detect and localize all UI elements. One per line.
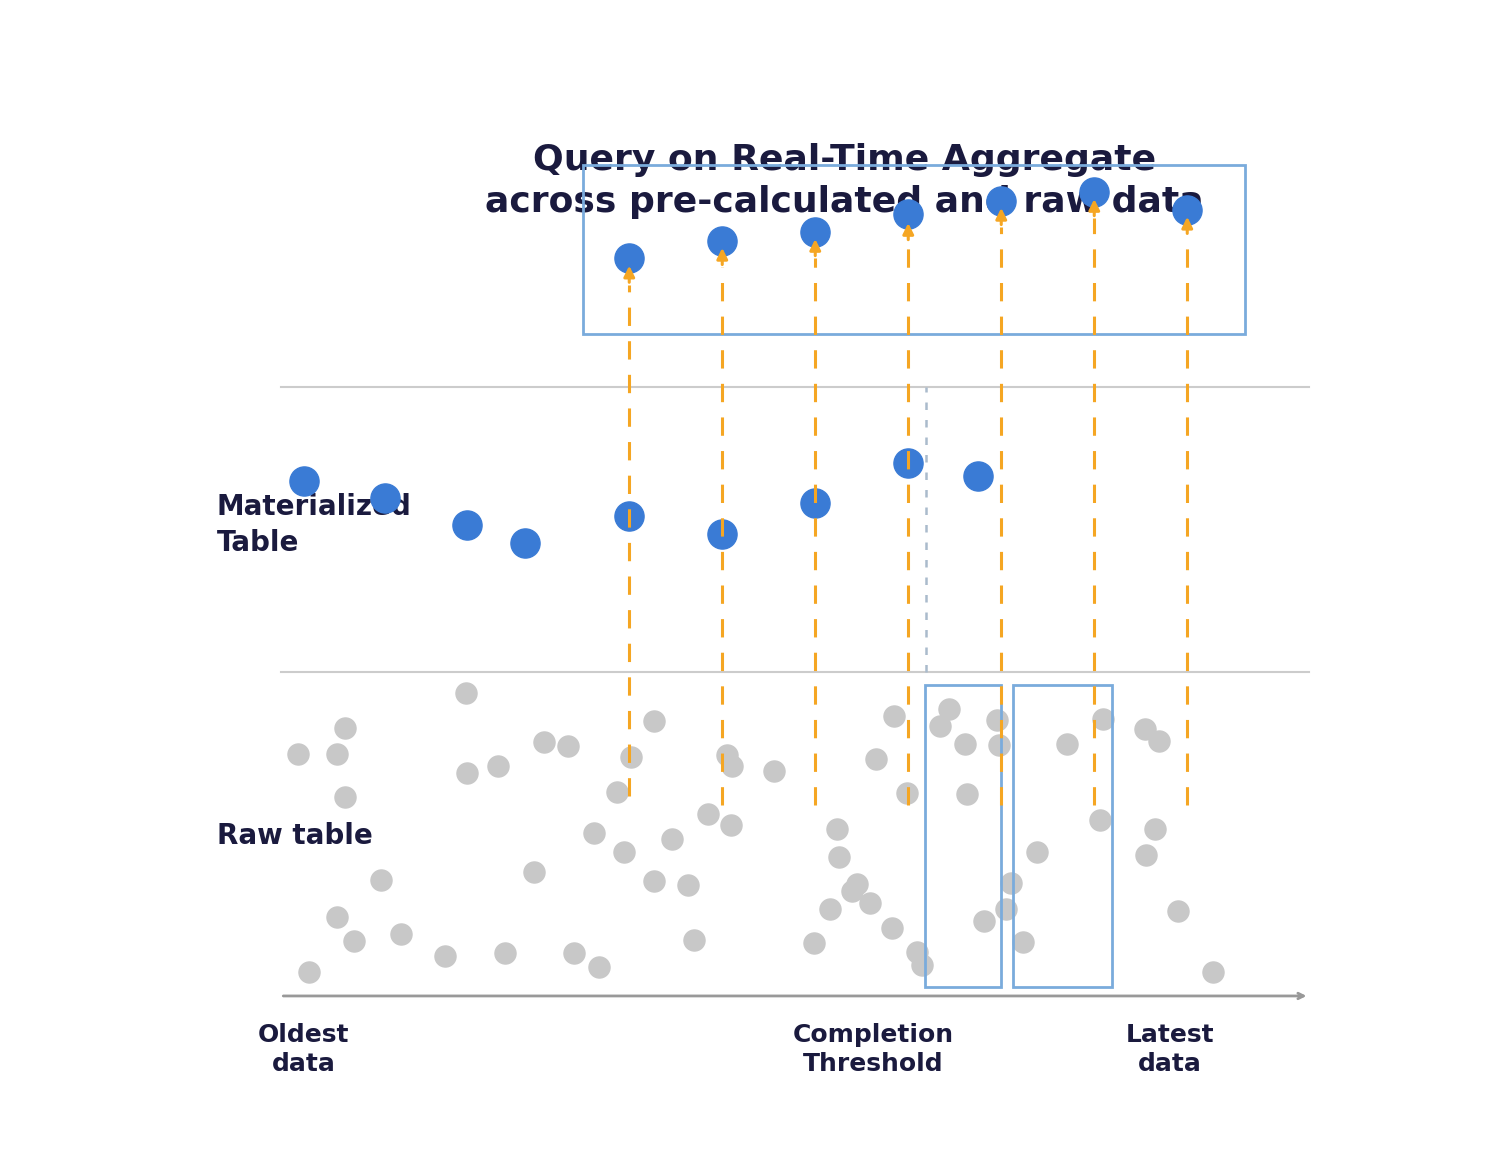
Point xyxy=(454,764,478,782)
Point xyxy=(858,893,882,912)
Text: Completion
Threshold: Completion Threshold xyxy=(794,1022,954,1077)
Point xyxy=(522,862,546,881)
Point xyxy=(904,943,928,961)
Point xyxy=(938,700,962,719)
Point xyxy=(896,454,920,472)
Point xyxy=(720,757,744,775)
Point xyxy=(1024,844,1048,862)
Point xyxy=(1011,934,1035,952)
Point xyxy=(618,249,642,268)
Point xyxy=(994,900,1018,919)
Point xyxy=(1166,901,1190,920)
Text: Query on Real-Time Aggregate
across pre-calculated and raw data: Query on Real-Time Aggregate across pre-… xyxy=(484,143,1203,219)
Point xyxy=(840,882,864,900)
Point xyxy=(342,931,366,950)
Point xyxy=(825,819,849,838)
Point xyxy=(513,533,537,552)
Point xyxy=(762,762,786,780)
Point xyxy=(1143,819,1167,838)
Point xyxy=(604,784,628,802)
Point xyxy=(532,733,556,751)
Point xyxy=(990,192,1014,210)
Point xyxy=(291,471,315,489)
Point xyxy=(1132,720,1156,739)
Point xyxy=(896,784,920,802)
Point xyxy=(1056,735,1080,754)
Point xyxy=(896,204,920,223)
Point xyxy=(582,824,606,842)
Point xyxy=(642,872,666,891)
Point xyxy=(682,930,706,949)
Point xyxy=(696,805,720,824)
Point xyxy=(987,736,1011,755)
Point xyxy=(956,785,980,803)
Bar xyxy=(1013,685,1112,987)
Point xyxy=(1088,811,1112,830)
Point xyxy=(711,525,735,544)
Point xyxy=(1176,201,1200,219)
Point xyxy=(612,842,636,861)
Point xyxy=(286,745,310,764)
Point xyxy=(326,908,350,927)
Point xyxy=(374,489,398,508)
Point xyxy=(1090,710,1114,728)
Point xyxy=(882,706,906,725)
Point xyxy=(620,748,644,766)
Point xyxy=(642,712,666,730)
Point xyxy=(333,787,357,805)
Point xyxy=(966,467,990,486)
Point xyxy=(1202,962,1225,981)
Point xyxy=(999,874,1023,892)
Point xyxy=(556,736,580,755)
Bar xyxy=(582,165,1245,334)
Point xyxy=(819,899,843,917)
Point xyxy=(844,875,868,893)
Point xyxy=(618,507,642,525)
Point xyxy=(804,494,828,512)
Point xyxy=(494,943,517,961)
Point xyxy=(562,944,586,962)
Text: Raw table: Raw table xyxy=(216,822,372,850)
Point xyxy=(972,912,996,930)
Point xyxy=(864,750,888,769)
Point xyxy=(454,516,478,534)
Point xyxy=(984,711,1008,729)
Point xyxy=(1148,732,1172,750)
Point xyxy=(1082,182,1106,201)
Point xyxy=(388,924,412,943)
Text: Latest
data: Latest data xyxy=(1125,1022,1214,1077)
Point xyxy=(297,962,321,981)
Point xyxy=(910,956,934,974)
Point xyxy=(827,848,850,867)
Point xyxy=(326,745,350,764)
Text: Materialized
Table: Materialized Table xyxy=(216,493,411,557)
Point xyxy=(676,876,700,894)
Point xyxy=(718,816,742,834)
Point xyxy=(454,684,478,703)
Point xyxy=(1134,846,1158,864)
Point xyxy=(804,223,828,241)
Point xyxy=(486,757,510,775)
Point xyxy=(432,946,456,965)
Point xyxy=(369,870,393,889)
Point xyxy=(716,745,740,764)
Point xyxy=(660,830,684,848)
Point xyxy=(711,232,735,250)
Point xyxy=(586,958,610,976)
Point xyxy=(802,934,826,952)
Point xyxy=(333,719,357,737)
Text: Oldest
data: Oldest data xyxy=(258,1022,350,1077)
Bar xyxy=(924,685,1001,987)
Point xyxy=(927,717,951,735)
Point xyxy=(952,735,976,754)
Point xyxy=(880,919,904,937)
